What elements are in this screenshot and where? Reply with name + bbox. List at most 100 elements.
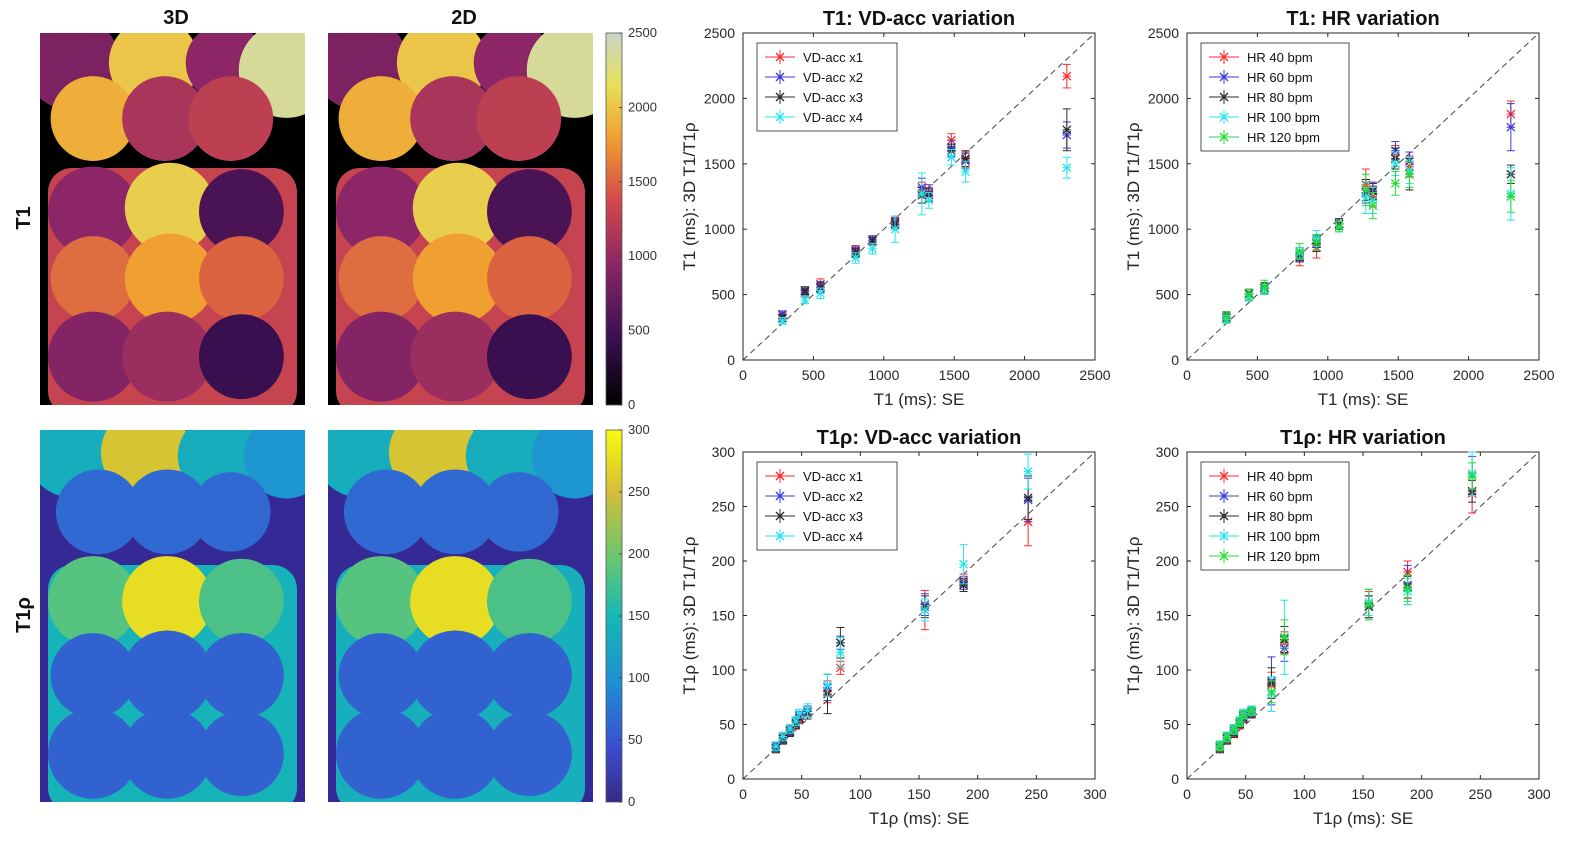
data-point <box>1259 279 1269 294</box>
legend-entry: HR 100 bpm <box>1209 110 1320 125</box>
vial-11 <box>338 236 424 321</box>
colorbar-tick-label: 0 <box>628 397 635 412</box>
vial-9 <box>410 556 501 647</box>
data-point <box>1279 619 1289 656</box>
series-4 <box>771 453 1033 752</box>
legend-entry: HR 100 bpm <box>1209 529 1320 544</box>
y-tick-label: 250 <box>712 499 736 515</box>
vial-7 <box>476 76 562 161</box>
y-tick-label: 2500 <box>1148 25 1179 41</box>
y-tick-label: 1500 <box>1148 156 1179 172</box>
t1-map-2d <box>328 33 593 405</box>
legend: VD-acc x1 VD-acc x2 VD-acc x3 VD-acc x4 <box>756 461 898 551</box>
vial-9 <box>124 162 215 253</box>
data-point <box>1506 103 1516 152</box>
data-point <box>771 741 781 752</box>
vial-13 <box>487 236 572 321</box>
data-point <box>778 731 788 742</box>
x-tick-label: 1500 <box>1383 367 1414 383</box>
col-header-3d: 3D <box>163 7 189 29</box>
vial-10 <box>487 558 572 644</box>
data-point <box>1215 741 1225 752</box>
data-point <box>1238 709 1248 720</box>
legend-label: HR 40 bpm <box>1247 469 1313 484</box>
vial-12 <box>124 233 215 324</box>
vial-16 <box>487 711 572 797</box>
legend-entry: HR 60 bpm <box>1209 70 1313 85</box>
data-point <box>1222 732 1232 743</box>
t1rho-map-3d <box>40 430 305 802</box>
legend-label: VD-acc x1 <box>803 469 863 484</box>
legend-label: HR 120 bpm <box>1247 549 1320 564</box>
colorbar-tick-label: 200 <box>628 546 650 561</box>
legend-entry: VD-acc x2 <box>765 489 863 504</box>
y-tick-label: 1500 <box>704 156 735 172</box>
x-tick-label: 100 <box>849 786 873 802</box>
x-tick-label: 150 <box>1351 786 1375 802</box>
chart-title: T1ρ: HR variation <box>1280 427 1446 449</box>
x-tick-label: 300 <box>1083 786 1107 802</box>
legend-label: VD-acc x4 <box>803 110 863 125</box>
chart-t1rho-vdacc: T1ρ: VD-acc variation 0 50 100 150 200 250 300 0… <box>680 427 1107 828</box>
colorbar-tick-label: 250 <box>628 484 650 499</box>
vial-4 <box>532 430 593 499</box>
identity-line <box>1186 32 1540 361</box>
y-tick-label: 500 <box>712 287 736 303</box>
x-tick-label: 1000 <box>868 367 899 383</box>
x-tick-label: 2000 <box>1009 367 1040 383</box>
legend-label: HR 80 bpm <box>1247 90 1313 105</box>
identity-line <box>742 451 1096 780</box>
y-tick-label: 0 <box>1171 352 1179 368</box>
legend-label: HR 60 bpm <box>1247 70 1313 85</box>
data-point <box>946 148 956 166</box>
x-axis-label: T1 (ms): SE <box>1318 390 1409 409</box>
legend-label: HR 80 bpm <box>1247 509 1313 524</box>
vial-16 <box>199 711 284 797</box>
colorbar-tick-label: 150 <box>628 608 650 623</box>
legend: VD-acc x1 VD-acc x2 VD-acc x3 VD-acc x4 <box>756 42 898 132</box>
x-axis-label: T1ρ (ms): SE <box>1313 809 1413 828</box>
chart-t1rho-hr: T1ρ: HR variation 0 50 100 150 200 250 300 0 50 10… <box>1124 427 1551 828</box>
identity-line <box>1186 451 1540 780</box>
t1-map-3d <box>40 33 305 405</box>
y-axis-label: T1ρ (ms): 3D T1/T1ρ <box>1124 537 1143 695</box>
chart-title: T1: VD-acc variation <box>823 8 1015 30</box>
x-tick-label: 50 <box>1238 786 1254 802</box>
y-tick-label: 2000 <box>704 90 735 106</box>
vial-7 <box>479 472 559 552</box>
legend-entry: HR 40 bpm <box>1209 50 1313 65</box>
y-tick-label: 1000 <box>1148 221 1179 237</box>
vial-11 <box>50 633 136 718</box>
colorbar-tick-label: 300 <box>628 422 650 437</box>
vial-4 <box>244 430 305 499</box>
data-point <box>835 636 845 669</box>
legend-entry: VD-acc x4 <box>765 529 863 544</box>
colorbar-gradient <box>605 32 623 406</box>
series-5 <box>1221 160 1516 323</box>
x-tick-label: 1500 <box>939 367 970 383</box>
vial-5 <box>50 76 136 161</box>
vial-6 <box>410 76 495 161</box>
legend-label: HR 120 bpm <box>1247 130 1320 145</box>
x-tick-label: 500 <box>1246 367 1270 383</box>
vial-14 <box>47 708 139 799</box>
legend-label: VD-acc x4 <box>803 529 863 544</box>
data-point <box>1364 588 1374 621</box>
vial-16 <box>487 314 572 400</box>
vial-5 <box>343 469 429 555</box>
t1rho-colorbar: 0 50 100 150 200 250 300 <box>605 422 650 809</box>
x-tick-label: 2000 <box>1453 367 1484 383</box>
y-tick-label: 300 <box>1156 444 1180 460</box>
data-point <box>961 160 970 183</box>
legend-entry: VD-acc x3 <box>765 509 863 524</box>
data-point <box>794 708 804 719</box>
y-tick-label: 2500 <box>704 25 735 41</box>
x-tick-label: 500 <box>802 367 826 383</box>
data-point <box>890 215 900 243</box>
x-tick-label: 2500 <box>1523 367 1554 383</box>
colorbar-tick-label: 2500 <box>628 25 657 40</box>
legend: HR 40 bpm HR 60 bpm HR 80 bpm HR 100 bpm HR … <box>1200 461 1350 571</box>
data-point <box>1390 171 1400 196</box>
legend-label: VD-acc x3 <box>803 509 863 524</box>
vial-7 <box>191 472 271 552</box>
